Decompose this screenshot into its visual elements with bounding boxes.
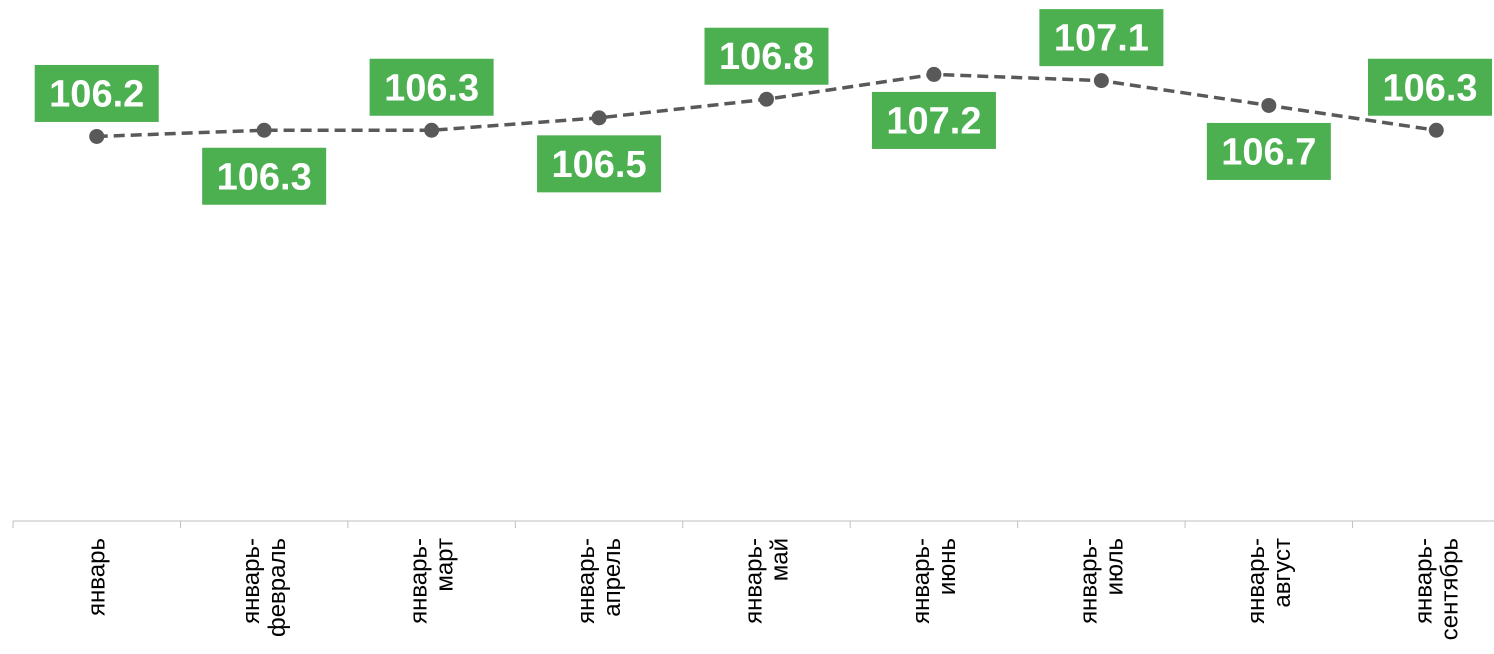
x-tick-label-line: январь- xyxy=(1243,538,1270,624)
x-tick-label-line: январь- xyxy=(238,538,265,624)
data-label-box xyxy=(34,64,159,122)
data-label: 107.2 xyxy=(871,91,996,149)
x-tick-label: январь-март xyxy=(406,538,459,624)
series-layer xyxy=(89,66,1444,144)
x-tick-label-line: март xyxy=(432,538,459,592)
data-label-box xyxy=(202,147,327,205)
data-label-text: 107.2 xyxy=(886,100,981,142)
x-tick-label: январь-май xyxy=(741,538,794,624)
x-tick-label: январь-июль xyxy=(1075,538,1128,624)
data-label-box xyxy=(369,58,494,116)
data-label-text: 106.5 xyxy=(552,144,647,186)
data-label: 106.3 xyxy=(202,147,327,205)
x-tick-label-line: январь- xyxy=(1075,538,1102,624)
x-tick-label-line: апрель xyxy=(599,538,626,617)
data-label: 106.3 xyxy=(1368,58,1492,116)
x-tick-label-line: июль xyxy=(1101,538,1128,595)
x-tick-label-line: сентябрь xyxy=(1436,538,1463,640)
data-label-box xyxy=(704,27,829,85)
data-label: 106.5 xyxy=(537,135,662,193)
x-tick-label-line: июнь xyxy=(934,538,961,595)
data-label: 106.8 xyxy=(704,27,829,85)
data-label: 106.2 xyxy=(34,64,159,122)
data-label-text: 107.1 xyxy=(1054,18,1149,60)
data-label-text: 106.3 xyxy=(1382,67,1477,109)
x-tick-label-line: январь- xyxy=(741,538,768,624)
data-label-box xyxy=(1368,58,1492,116)
x-tick-labels: январь январь-февраль январь-март январь-ап… xyxy=(84,538,1464,640)
data-label-text: 106.7 xyxy=(1221,131,1316,173)
data-label: 106.7 xyxy=(1206,122,1331,180)
data-point xyxy=(89,128,105,144)
data-label-box xyxy=(1206,122,1331,180)
data-point xyxy=(1428,122,1444,138)
x-tick-label: январь-июнь xyxy=(908,538,961,624)
x-tick-label-line: январь- xyxy=(1410,538,1437,624)
x-tick-label-line: август xyxy=(1269,538,1296,608)
data-point xyxy=(256,122,272,138)
x-tick-label-line: май xyxy=(767,538,794,581)
data-label-text: 106.3 xyxy=(217,156,312,198)
data-point xyxy=(591,110,607,126)
x-tick-label: январь-сентябрь xyxy=(1410,538,1463,640)
x-tick-label: январь-апрель xyxy=(573,538,626,624)
data-label-text: 106.8 xyxy=(719,36,814,78)
data-label-box xyxy=(537,135,662,193)
data-label-text: 106.2 xyxy=(49,73,144,115)
data-point xyxy=(1261,97,1277,113)
data-point xyxy=(424,122,440,138)
x-tick-label-line: январь- xyxy=(573,538,600,624)
x-axis xyxy=(12,520,1494,528)
data-label-box xyxy=(1039,9,1164,67)
data-point xyxy=(926,66,942,82)
data-label-text: 106.3 xyxy=(384,67,479,109)
x-tick-label: январь xyxy=(84,538,111,616)
data-label: 106.3 xyxy=(369,58,494,116)
data-point xyxy=(759,91,774,107)
x-tick-label-line: январь xyxy=(84,538,111,616)
x-tick-label-line: январь- xyxy=(908,538,935,624)
data-labels: 106.2 106.3 106.3 106.5 106.8 107.2 107.1 106.7… xyxy=(34,9,1492,205)
data-label-box xyxy=(871,91,996,149)
data-label: 107.1 xyxy=(1039,9,1164,67)
data-point xyxy=(1093,73,1109,89)
x-tick-label: январь-февраль xyxy=(238,538,291,637)
x-tick-label: январь-август xyxy=(1243,538,1296,624)
x-tick-label-line: январь- xyxy=(406,538,433,624)
x-tick-label-line: февраль xyxy=(264,538,291,637)
